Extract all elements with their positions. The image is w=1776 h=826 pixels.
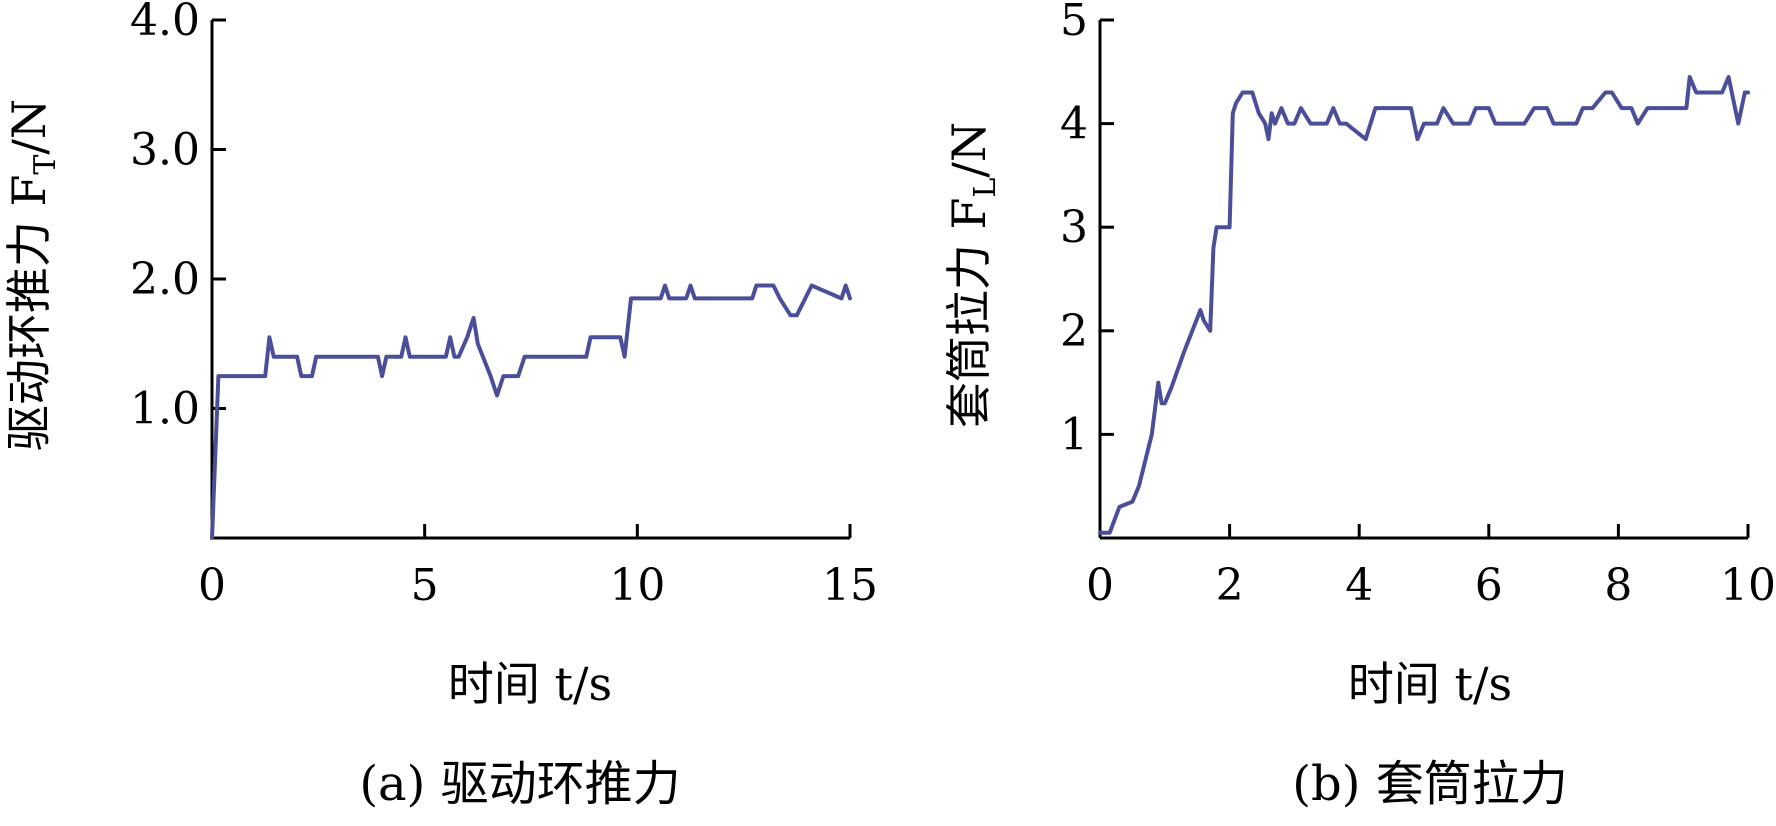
x-axis-title-a: 时间 t/s xyxy=(448,657,612,711)
x-tick-label-b: 4 xyxy=(1345,560,1373,611)
caption-b: (b) 套筒拉力 xyxy=(1292,756,1567,812)
series-line-b xyxy=(1098,75,1750,535)
y-tick-label-a: 1.0 xyxy=(130,384,200,435)
y-axis-title-b: 套筒拉力 FL/N xyxy=(942,122,1003,428)
series-line-a xyxy=(210,283,852,540)
y-tick-label-b: 5 xyxy=(1060,0,1088,46)
x-tick-label-b: 2 xyxy=(1216,560,1244,611)
x-tick-label-a: 5 xyxy=(411,560,439,611)
x-tick-label-a: 0 xyxy=(198,560,226,611)
x-axis-title-b: 时间 t/s xyxy=(1348,657,1512,711)
y-tick-label-a: 4.0 xyxy=(130,0,200,46)
y-axis-title-a: 驱动环推力 FT/N xyxy=(2,99,63,451)
x-tick-label-b: 0 xyxy=(1086,560,1114,611)
y-tick-label-b: 3 xyxy=(1060,202,1088,253)
y-tick-label-a: 3.0 xyxy=(130,125,200,176)
x-tick-label-a: 15 xyxy=(822,560,878,611)
y-tick-label-b: 4 xyxy=(1060,99,1088,150)
panel-a: 0 5 10 15 1.0 2.0 3.0 4.0 时间 t/s 驱动环推力 FT/N (a) 驱动… xyxy=(2,0,878,812)
x-tick-label-b: 6 xyxy=(1475,560,1503,611)
y-tick-label-a: 2.0 xyxy=(130,254,200,305)
x-tick-label-a: 10 xyxy=(609,560,665,611)
x-tick-label-b: 8 xyxy=(1604,560,1632,611)
y-tick-label-b: 2 xyxy=(1060,306,1088,357)
caption-a: (a) 驱动环推力 xyxy=(359,756,680,812)
y-tick-label-b: 1 xyxy=(1060,409,1088,460)
x-tick-label-b: 10 xyxy=(1720,560,1776,611)
